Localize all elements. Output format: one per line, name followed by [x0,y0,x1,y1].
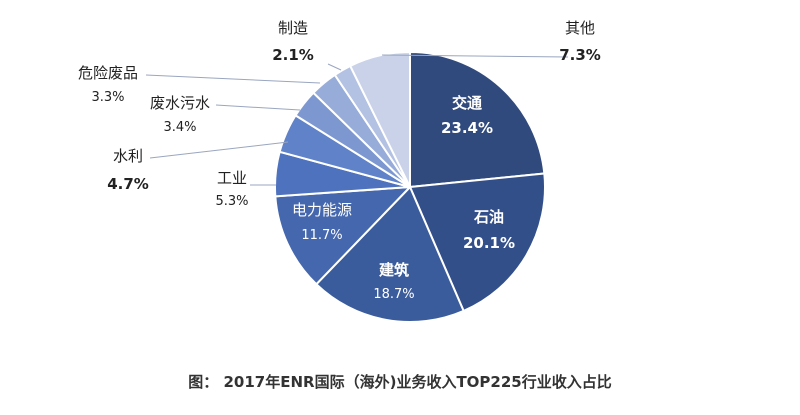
leader-line-5 [149,141,289,159]
slice-value-0: 23.4% [441,119,493,137]
pie-slice-0 [409,50,546,189]
slice-value-8: 2.1% [272,46,314,64]
leader-line-9 [381,54,569,58]
slice-label-4: 工业 [217,169,247,187]
slice-label-9: 其他 [565,19,595,37]
pie-slice-3 [274,185,413,286]
slice-value-6: 3.4% [163,120,196,135]
pie-slice-2 [314,185,465,323]
slice-value-3: 11.7% [301,228,342,243]
slice-label-1: 石油 [473,208,504,226]
chart-caption: 图： 2017年ENR国际（海外)业务收入TOP225行业收入占比 [188,373,612,391]
leader-line-6 [215,104,301,111]
leader-line-8 [327,63,342,71]
slice-label-2: 建筑 [379,261,409,279]
slice-label-0: 交通 [452,94,482,112]
slice-value-1: 20.1% [463,234,515,252]
slice-value-9: 7.3% [559,46,601,64]
slice-value-5: 4.7% [107,175,149,193]
leader-line-7 [145,74,321,84]
slice-label-8: 制造 [278,19,308,37]
pie-slice-1 [408,172,546,313]
slice-value-4: 5.3% [215,194,248,209]
slice-label-3: 电力能源 [292,201,352,219]
slice-value-7: 3.3% [91,90,124,105]
slice-label-7: 危险废品 [78,64,138,82]
pie-slice-9 [348,50,411,188]
slice-label-5: 水利 [113,147,143,165]
slice-value-2: 18.7% [373,287,414,302]
slice-label-6: 废水污水 [150,94,210,112]
